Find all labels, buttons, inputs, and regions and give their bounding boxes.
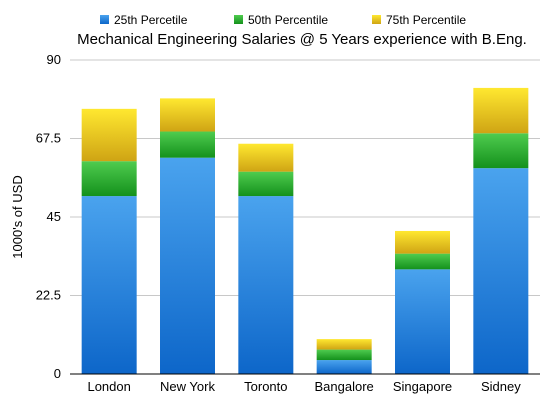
bar-new-york-series-0 bbox=[160, 157, 215, 374]
y-tick-label: 0 bbox=[54, 366, 61, 381]
chart-title: Mechanical Engineering Salaries @ 5 Year… bbox=[77, 31, 527, 48]
bar-singapore-series-1 bbox=[395, 253, 450, 270]
legend-label: 50th Percentile bbox=[248, 13, 328, 27]
y-axis-ticks: 0 22.5 45 67.5 90 bbox=[36, 52, 61, 381]
y-tick-label: 67.5 bbox=[36, 131, 61, 146]
bar-toronto-series-0 bbox=[238, 196, 294, 374]
bar-bangalore-series-2 bbox=[316, 339, 372, 350]
x-tick-label: Singapore bbox=[393, 379, 452, 394]
bar-sidney-series-1 bbox=[473, 133, 529, 169]
bar-singapore-series-0 bbox=[395, 269, 450, 374]
x-tick-label: Sidney bbox=[481, 379, 521, 394]
bar-bangalore-series-1 bbox=[316, 349, 372, 361]
bar-london-series-2 bbox=[81, 108, 137, 162]
legend-swatch bbox=[234, 15, 243, 24]
bar-new-york-series-1 bbox=[160, 131, 215, 158]
legend-swatch bbox=[100, 15, 109, 24]
x-tick-label: London bbox=[87, 379, 130, 394]
bar-sidney-series-2 bbox=[473, 87, 529, 134]
legend-label: 75th Percentile bbox=[386, 13, 466, 27]
x-tick-label: Toronto bbox=[244, 379, 287, 394]
x-tick-label: Bangalore bbox=[315, 379, 374, 394]
bar-bangalore-series-0 bbox=[316, 360, 372, 374]
bar-toronto-series-2 bbox=[238, 143, 294, 172]
x-axis-ticks: London New York Toronto Bangalore Singapore S… bbox=[87, 379, 521, 394]
y-tick-label: 90 bbox=[47, 52, 61, 67]
y-tick-label: 45 bbox=[47, 209, 61, 224]
bar-london-series-0 bbox=[81, 196, 137, 374]
legend-swatch bbox=[372, 15, 381, 24]
bars bbox=[81, 87, 529, 374]
x-tick-label: New York bbox=[160, 379, 215, 394]
y-axis-title: 1000's of USD bbox=[10, 175, 25, 258]
legend-label: 25th Percetile bbox=[114, 13, 188, 27]
legend: 25th Percetile 50th Percentile 75th Percen… bbox=[100, 13, 466, 27]
y-tick-label: 22.5 bbox=[36, 288, 61, 303]
bar-toronto-series-1 bbox=[238, 171, 294, 197]
gridlines bbox=[70, 59, 540, 296]
bar-singapore-series-2 bbox=[395, 230, 450, 254]
bar-london-series-1 bbox=[81, 161, 137, 197]
bar-new-york-series-2 bbox=[160, 98, 215, 132]
bar-sidney-series-0 bbox=[473, 168, 529, 374]
